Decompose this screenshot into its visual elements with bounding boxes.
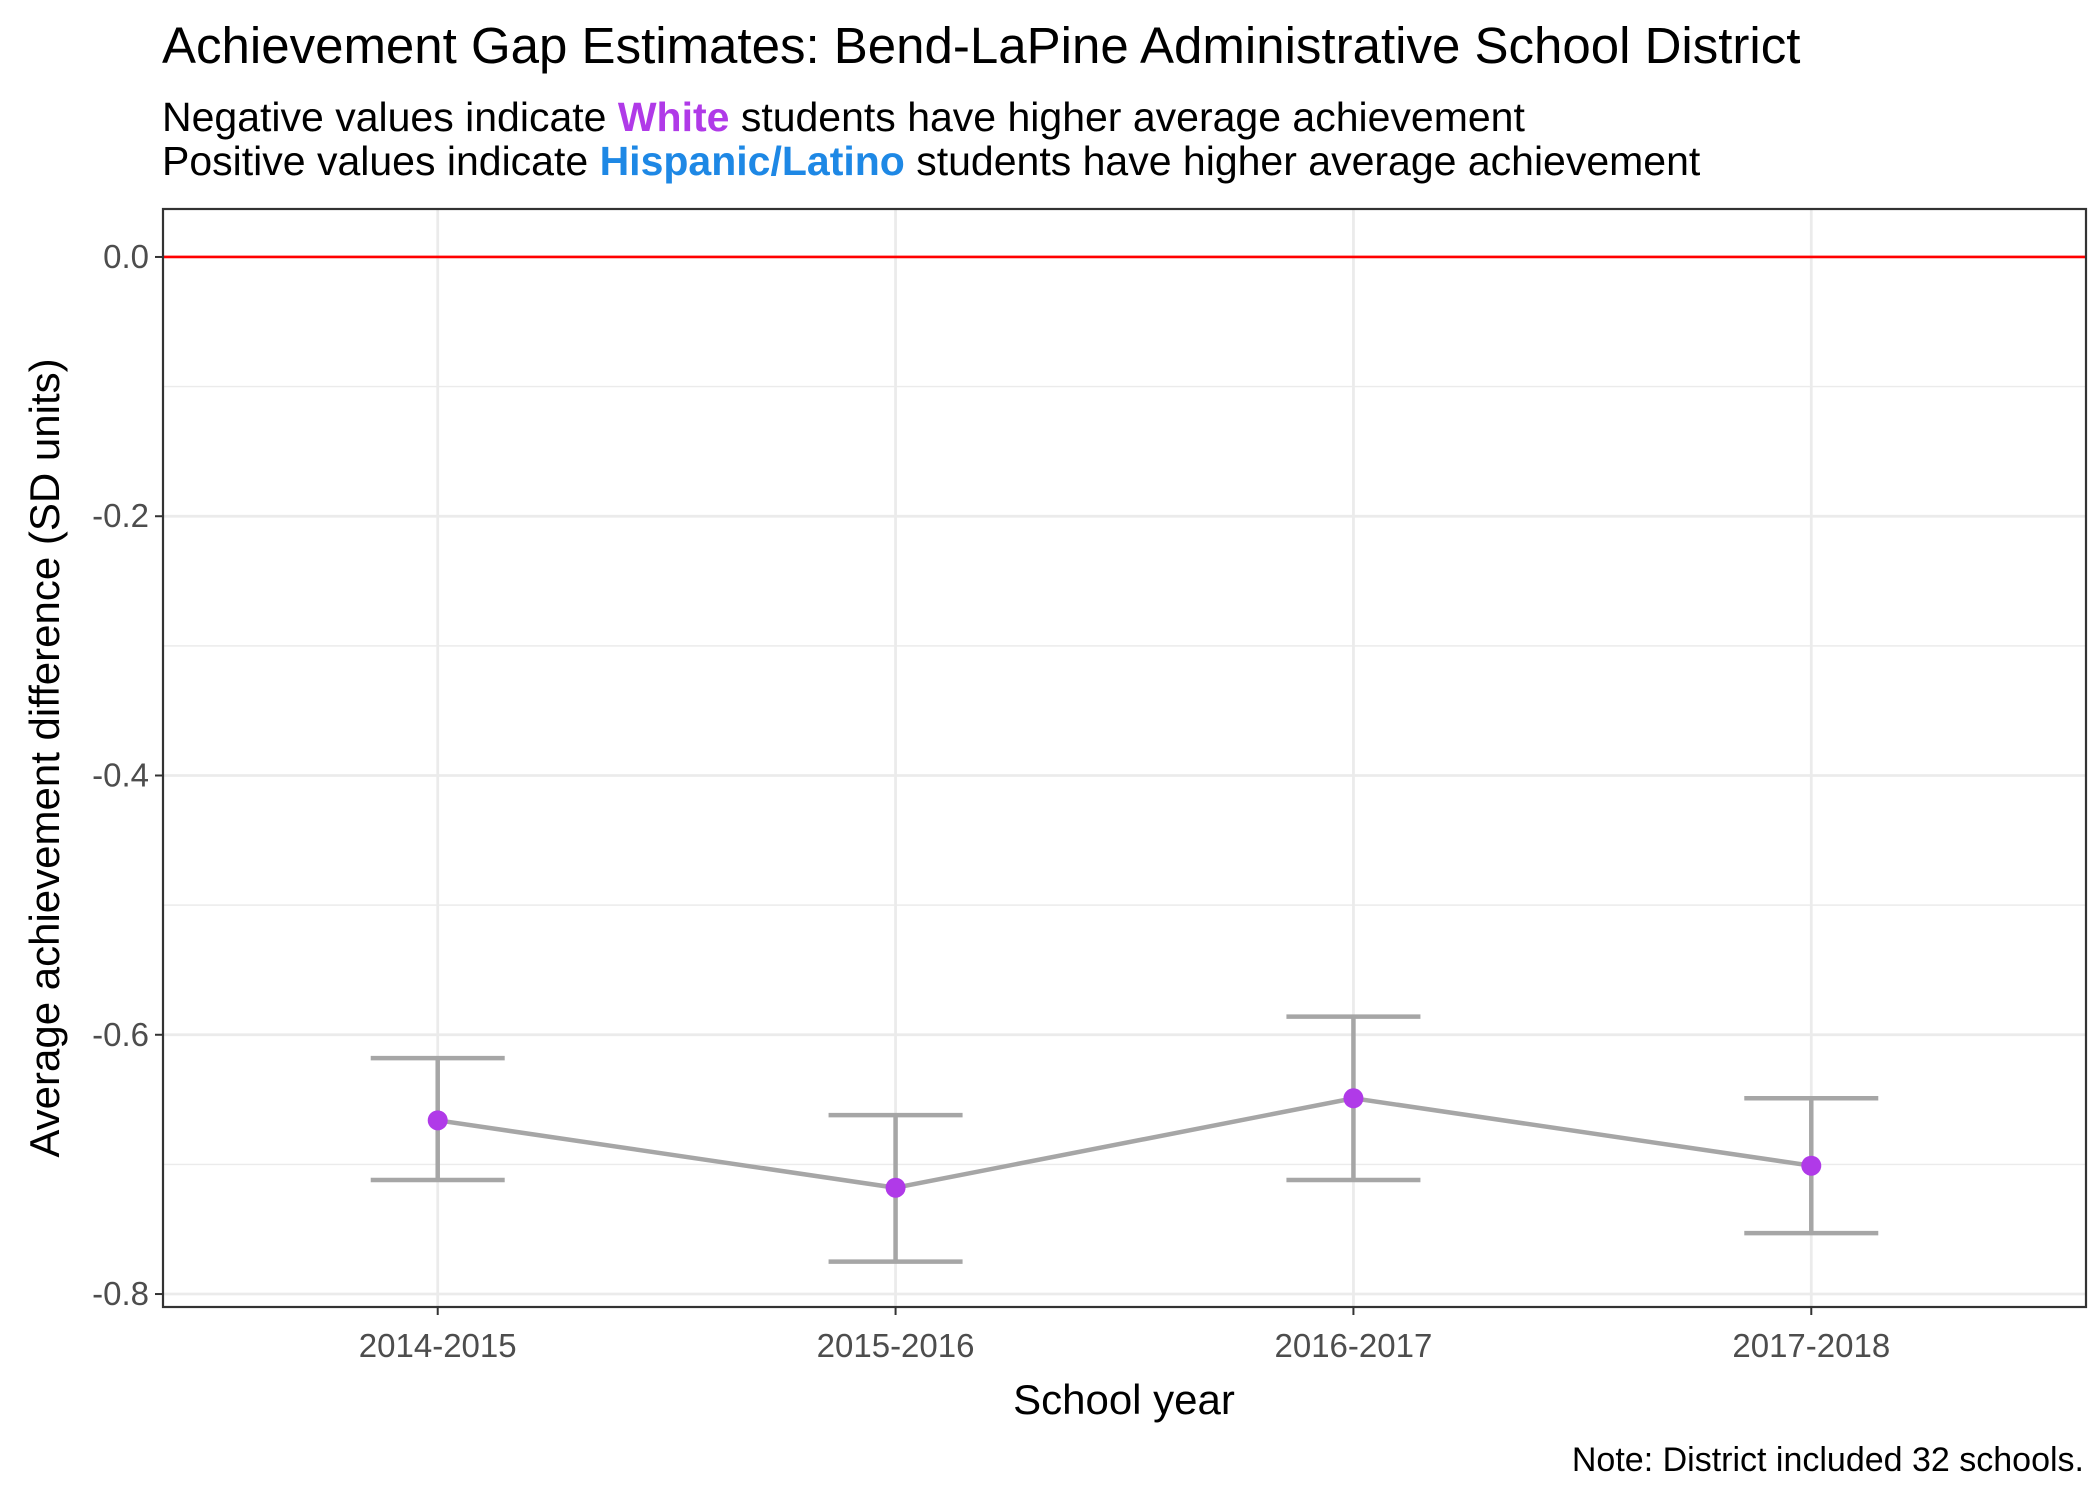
x-tick-label: 2016-2017 bbox=[1275, 1327, 1433, 1364]
y-tick-label: -0.4 bbox=[92, 757, 149, 794]
axes: 0.0 -0.2 -0.4 -0.6 -0.8 2014-2015 2015-2016 201… bbox=[92, 238, 1890, 1364]
data-marks bbox=[370, 1014, 1879, 1264]
x-axis-title: School year bbox=[1013, 1376, 1235, 1423]
subtitle-hispanic-label: Hispanic/Latino bbox=[599, 138, 905, 184]
data-point bbox=[427, 1110, 448, 1131]
x-tick-label: 2017-2018 bbox=[1732, 1327, 1890, 1364]
y-tick-label: -0.6 bbox=[92, 1016, 149, 1053]
subtitle-positive: Positive values indicate Hispanic/Latino… bbox=[162, 138, 1700, 184]
caption-note: Note: District included 32 schools. bbox=[1571, 1441, 2084, 1479]
data-point bbox=[885, 1177, 906, 1198]
subtitle-negative: Negative values indicate White students … bbox=[162, 94, 1525, 140]
data-point bbox=[1343, 1088, 1364, 1109]
x-tick-label: 2015-2016 bbox=[817, 1327, 975, 1364]
grid-lines bbox=[163, 209, 2086, 1307]
y-axis-title: Average achievement difference (SD units… bbox=[21, 358, 68, 1157]
data-point bbox=[1801, 1155, 1822, 1176]
subtitle-negative-prefix: Negative values indicate bbox=[162, 94, 618, 140]
subtitle-white-label: White bbox=[617, 94, 730, 140]
subtitle-negative-suffix: students have higher average achievement bbox=[729, 94, 1525, 140]
series-line bbox=[437, 1096, 1812, 1191]
x-tick-label: 2014-2015 bbox=[359, 1327, 517, 1364]
y-tick-label: -0.2 bbox=[92, 497, 149, 534]
subtitle-positive-suffix: students have higher average achievement bbox=[904, 138, 1701, 184]
subtitle-positive-prefix: Positive values indicate bbox=[162, 138, 600, 184]
y-tick-label: -0.8 bbox=[92, 1275, 149, 1312]
panel-border bbox=[161, 207, 2088, 1309]
y-tick-label: 0.0 bbox=[103, 238, 149, 275]
chart-title: Achievement Gap Estimates: Bend-LaPine A… bbox=[162, 17, 1801, 74]
